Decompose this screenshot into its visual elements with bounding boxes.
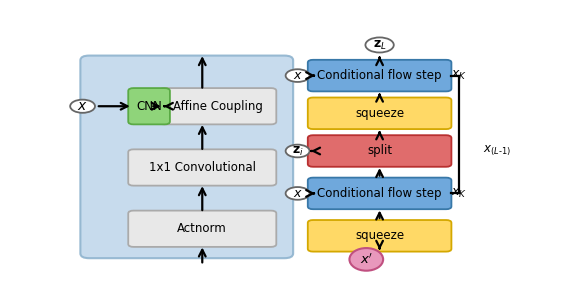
Text: $x_{(L\text{-}1)}$: $x_{(L\text{-}1)}$ — [483, 144, 511, 158]
Circle shape — [285, 69, 309, 82]
Circle shape — [366, 37, 394, 53]
Text: CNN: CNN — [136, 100, 162, 113]
Text: $x_K$: $x_K$ — [451, 187, 467, 200]
Text: $\mathbf{z}_L$: $\mathbf{z}_L$ — [373, 39, 387, 51]
Text: Affine Coupling: Affine Coupling — [173, 100, 263, 113]
FancyBboxPatch shape — [159, 88, 276, 124]
Text: Conditional flow step: Conditional flow step — [317, 187, 442, 200]
FancyBboxPatch shape — [80, 56, 293, 258]
Circle shape — [285, 187, 309, 200]
Circle shape — [285, 145, 309, 157]
Text: 1x1 Convolutional: 1x1 Convolutional — [149, 161, 256, 174]
FancyBboxPatch shape — [308, 220, 451, 252]
FancyBboxPatch shape — [308, 98, 451, 129]
Text: Actnorm: Actnorm — [177, 222, 227, 235]
Text: $\mathbf{z}_i$: $\mathbf{z}_i$ — [292, 144, 304, 158]
FancyBboxPatch shape — [128, 211, 276, 247]
Text: $x$: $x$ — [293, 69, 303, 82]
Text: Conditional flow step: Conditional flow step — [317, 69, 442, 82]
FancyBboxPatch shape — [308, 135, 451, 167]
Text: $x'$: $x'$ — [360, 252, 373, 267]
Ellipse shape — [349, 248, 383, 271]
Circle shape — [70, 100, 95, 113]
Text: squeeze: squeeze — [355, 229, 404, 242]
Text: $x$: $x$ — [293, 187, 303, 200]
FancyBboxPatch shape — [128, 88, 170, 124]
FancyBboxPatch shape — [308, 60, 451, 91]
Text: $x_K$: $x_K$ — [451, 69, 467, 82]
FancyBboxPatch shape — [128, 149, 276, 186]
Text: $x$: $x$ — [77, 99, 88, 113]
Text: split: split — [367, 144, 392, 158]
Text: squeeze: squeeze — [355, 107, 404, 120]
FancyBboxPatch shape — [308, 177, 451, 209]
